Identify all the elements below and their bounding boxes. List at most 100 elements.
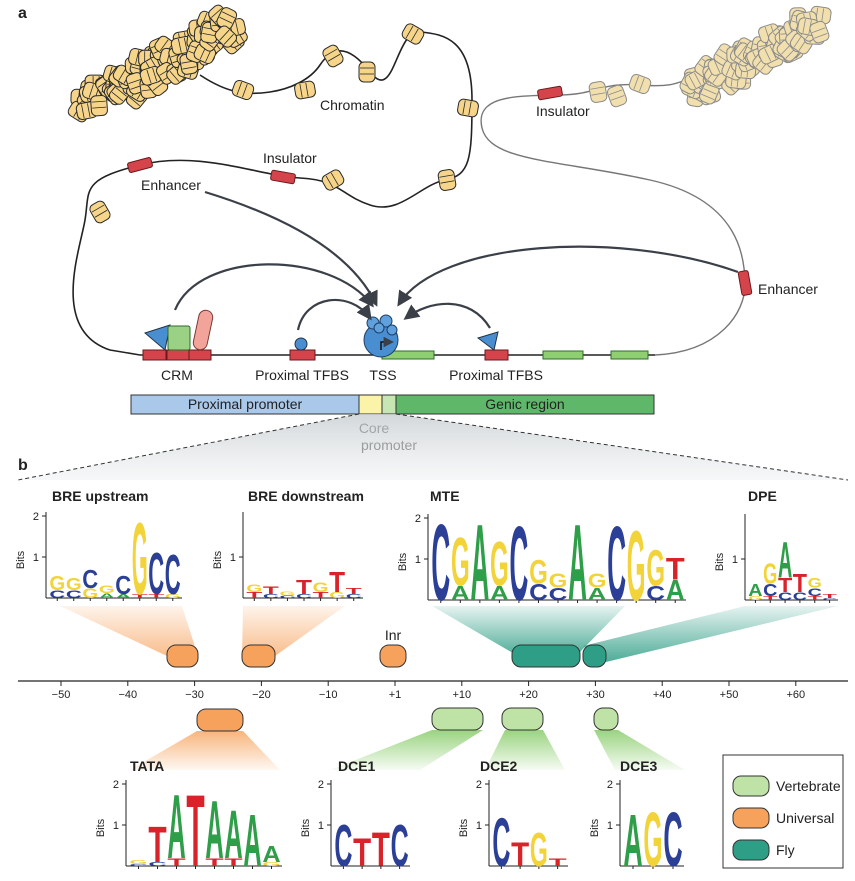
interaction-arrow [399, 247, 738, 304]
logo-letter: C [391, 813, 409, 876]
nucleosome [320, 168, 345, 192]
tfbs [485, 350, 508, 360]
nucleosome [90, 95, 107, 116]
logo-letter: T [296, 576, 312, 598]
logo-letter: G [99, 583, 115, 595]
tf-square [168, 326, 190, 350]
axis-tick-label: +60 [786, 689, 805, 701]
regulatory-element [738, 270, 752, 295]
logo-letter: A [470, 502, 489, 623]
label: Enhancer [758, 281, 818, 297]
logo-letter: T [666, 551, 685, 586]
motif-capsule [197, 709, 243, 731]
logo-tick-label: 1 [230, 552, 236, 564]
label: Insulator [263, 150, 317, 166]
core-bar [359, 395, 382, 414]
nucleosome-body [231, 79, 255, 101]
logo-tick-label: 2 [33, 511, 39, 523]
label: Proximal TFBS [255, 367, 349, 383]
exon [543, 351, 583, 359]
tf-triangle [145, 325, 170, 350]
logo-letter: G [451, 524, 470, 600]
logo-letter: G [808, 576, 822, 592]
logo-letter: T [793, 570, 807, 598]
logo-ylabel: Bits [95, 818, 107, 837]
axis-tick-label: −30 [185, 689, 204, 701]
tf-triangle [478, 332, 498, 350]
nucleosome-body [321, 43, 345, 68]
logo-letter: A [205, 783, 223, 875]
logo-letter: T [186, 774, 204, 876]
logo-letter: C [607, 507, 626, 624]
logo-letter: G [588, 570, 607, 593]
motif-capsule [380, 645, 406, 667]
logo-letter: C [115, 571, 131, 600]
logo-tick-label: 1 [476, 820, 482, 832]
logo-tick-label: 2 [476, 779, 482, 791]
nucleosome [457, 98, 479, 117]
axis-tick-label: +30 [586, 689, 605, 701]
logo-letter: T [263, 584, 280, 596]
motif-capsule [502, 708, 543, 730]
logo-letter: T [353, 831, 372, 875]
logo-letter: A [224, 795, 242, 872]
logo-letter: G [66, 574, 82, 593]
logo-tick-label: 2 [415, 513, 421, 525]
label: CRM [161, 367, 193, 383]
logo-letter: C [334, 813, 352, 876]
exon [611, 351, 648, 359]
nucleosome [231, 79, 255, 101]
nucleosome-body [457, 98, 479, 117]
nucleosome [588, 81, 607, 103]
logo-letter: G [49, 573, 65, 595]
motif-capsule [167, 645, 198, 667]
logo-letter: G [279, 591, 295, 597]
logo-letter: C [492, 804, 510, 876]
label: Chromatin [320, 97, 385, 113]
logo-letter: G [530, 824, 548, 876]
axis-tick-label: +50 [720, 689, 739, 701]
tf-circle [295, 338, 307, 350]
logo-title: TATA [130, 758, 164, 774]
motif-capsule [242, 645, 275, 667]
chromatin-fiber-grey [481, 75, 745, 355]
logo-letter: A [623, 799, 642, 876]
axis-tick-label: +10 [452, 689, 471, 701]
logo-letter: C [82, 565, 98, 594]
logo-letter: T [346, 586, 362, 596]
interaction-arrow [406, 304, 490, 328]
label: Proximal TFBS [449, 367, 543, 383]
nucleosome [359, 62, 375, 82]
logo-letter: A [778, 533, 792, 590]
logo-tick-label: 2 [607, 779, 613, 791]
logo-title: DPE [748, 488, 777, 504]
nucleosome-body [437, 169, 456, 191]
logo-letter: A [568, 502, 587, 623]
legend-swatch [733, 776, 769, 796]
logo-ylabel: Bits [212, 550, 224, 569]
motif-capsule [512, 645, 580, 667]
logo-ylabel: Bits [714, 552, 726, 571]
nucleosome-body [606, 84, 628, 108]
legend-swatch [733, 840, 769, 860]
axis-tick-label: +40 [653, 689, 672, 701]
nucleosome [321, 43, 345, 68]
logo-letter: G [246, 582, 262, 594]
logo-letter: G [129, 859, 147, 865]
logo-tick-label: 2 [113, 779, 119, 791]
logo-tick-label: 1 [607, 820, 613, 832]
legend-label: Universal [776, 810, 834, 826]
nucleosome-body [88, 199, 112, 224]
logo-letter: A [262, 842, 280, 868]
logo-letter: C [663, 798, 682, 876]
gtf [387, 325, 397, 335]
motif-capsule [583, 645, 606, 667]
nucleosome-body [320, 168, 345, 192]
tfbs [189, 350, 211, 360]
logo-title: DCE2 [480, 758, 518, 774]
logo-title: BRE downstream [248, 488, 364, 504]
logo-tick-label: 1 [415, 554, 421, 566]
logo-ylabel: Bits [458, 818, 470, 837]
interaction-arrow [175, 264, 372, 310]
